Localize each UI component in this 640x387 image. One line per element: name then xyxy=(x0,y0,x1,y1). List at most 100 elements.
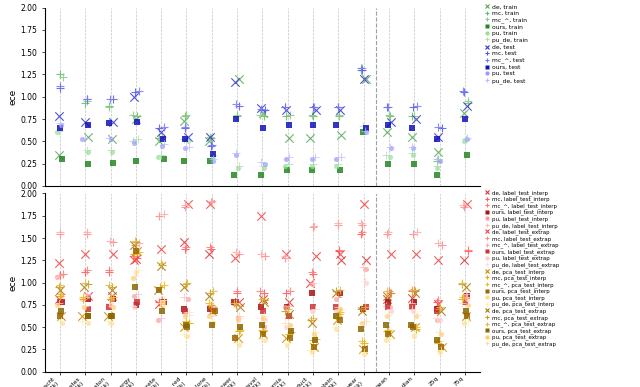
Point xyxy=(156,152,166,159)
Point xyxy=(229,79,239,85)
Point xyxy=(234,103,244,109)
Point xyxy=(108,294,118,300)
Point xyxy=(331,295,341,301)
Point xyxy=(156,315,166,321)
Point xyxy=(433,338,444,344)
Legend: de, train, mc, train, mc_^, train, ours, train, pu, train, pu_de, train, de, tes: de, train, mc, train, mc_^, train, ours,… xyxy=(484,4,528,84)
Point xyxy=(333,310,344,317)
Point xyxy=(458,293,468,299)
Point xyxy=(357,65,367,71)
Point xyxy=(412,312,422,318)
Point xyxy=(153,154,163,160)
Point xyxy=(207,309,218,315)
Point xyxy=(385,304,395,310)
Point xyxy=(206,312,216,318)
Point xyxy=(382,313,392,319)
Point xyxy=(180,124,190,130)
Point xyxy=(157,136,168,142)
Point xyxy=(356,306,366,312)
Point xyxy=(258,322,268,328)
Point xyxy=(331,122,341,128)
Point xyxy=(382,129,392,135)
Point xyxy=(180,246,190,252)
Point xyxy=(308,104,318,111)
Point xyxy=(55,293,65,299)
Point xyxy=(181,322,191,328)
Point xyxy=(56,308,66,314)
Point xyxy=(412,324,422,330)
Point xyxy=(106,320,116,326)
Point xyxy=(208,320,218,326)
Point xyxy=(284,313,294,319)
Point xyxy=(361,266,371,272)
Point xyxy=(284,161,294,168)
Point xyxy=(107,149,117,155)
Point xyxy=(359,76,369,82)
Point xyxy=(77,295,88,301)
Point xyxy=(259,297,269,303)
Point xyxy=(232,113,242,120)
Point xyxy=(462,201,472,207)
Point xyxy=(408,145,418,151)
Point xyxy=(310,253,321,259)
Point xyxy=(410,286,420,293)
Point xyxy=(54,113,64,120)
Point xyxy=(52,129,63,135)
Point xyxy=(157,308,167,314)
Point xyxy=(231,299,241,305)
Point xyxy=(106,147,116,153)
Point xyxy=(307,269,317,275)
Point xyxy=(179,306,189,312)
Point xyxy=(133,291,143,297)
Point xyxy=(204,244,214,250)
Point xyxy=(207,197,217,204)
Point xyxy=(207,156,218,162)
Point xyxy=(129,111,139,118)
Point xyxy=(280,163,290,169)
Point xyxy=(259,290,269,296)
Point xyxy=(381,288,392,295)
Point xyxy=(386,308,396,314)
Point xyxy=(184,320,195,326)
Point xyxy=(285,328,296,334)
Point xyxy=(128,275,138,281)
Point xyxy=(257,159,267,165)
Point xyxy=(285,288,295,295)
Point xyxy=(357,67,367,73)
Point xyxy=(335,251,346,257)
Point xyxy=(231,150,241,156)
Point xyxy=(433,156,443,162)
Point xyxy=(234,165,244,171)
Point xyxy=(383,331,393,337)
Point xyxy=(458,138,468,144)
Point xyxy=(356,230,366,236)
Point xyxy=(285,329,296,336)
Point xyxy=(108,251,118,257)
Point xyxy=(284,122,294,128)
Point xyxy=(154,286,164,293)
Point xyxy=(54,284,64,290)
Point xyxy=(381,104,392,111)
Point xyxy=(207,318,217,324)
Point xyxy=(52,274,63,280)
Point xyxy=(284,306,294,312)
Point xyxy=(55,299,65,305)
Point xyxy=(55,286,65,293)
Point xyxy=(309,331,319,337)
Point xyxy=(181,111,191,118)
Point xyxy=(333,248,344,255)
Point xyxy=(360,318,371,324)
Point xyxy=(56,293,66,299)
Point xyxy=(156,264,166,270)
Point xyxy=(154,125,164,131)
Point xyxy=(361,279,371,286)
Point xyxy=(308,315,318,321)
Point xyxy=(82,267,92,273)
Point xyxy=(461,136,472,142)
Point xyxy=(180,318,191,324)
Point xyxy=(184,312,194,318)
Point xyxy=(83,306,93,312)
Point xyxy=(331,304,341,310)
Point xyxy=(153,286,163,293)
Point xyxy=(335,167,346,173)
